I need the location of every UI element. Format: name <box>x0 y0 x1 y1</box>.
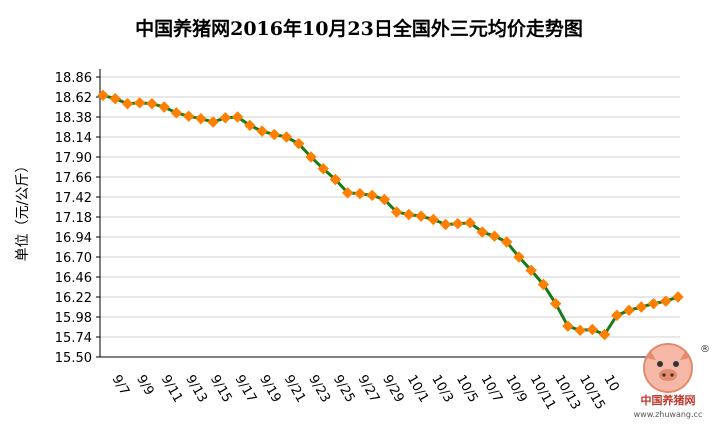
x-tick-label: 9/23 <box>305 373 333 406</box>
data-point <box>476 226 488 238</box>
data-point <box>231 111 244 123</box>
data-point <box>207 116 219 128</box>
data-point <box>293 137 305 150</box>
data-point <box>574 324 586 337</box>
data-point <box>109 92 121 105</box>
data-point <box>647 297 660 310</box>
data-point <box>158 101 170 113</box>
data-point <box>525 264 537 277</box>
data-point <box>366 189 378 202</box>
data-point <box>598 328 611 341</box>
data-point <box>537 278 550 291</box>
x-tick-label: 10/9 <box>502 373 530 406</box>
data-point <box>415 210 427 222</box>
data-point <box>635 301 648 313</box>
data-point <box>427 213 440 226</box>
registered-mark: ® <box>700 344 710 355</box>
y-tick-label: 15.50 <box>55 351 92 366</box>
x-tick-label: 9/21 <box>281 373 309 406</box>
y-tick-label: 17.66 <box>55 171 92 186</box>
y-tick-label: 16.94 <box>55 231 92 246</box>
data-point <box>182 110 195 122</box>
data-point <box>170 107 183 119</box>
x-tick-label: 10/5 <box>453 373 481 406</box>
y-tick-label: 18.86 <box>55 71 92 86</box>
data-point <box>133 97 146 109</box>
data-point <box>549 297 562 310</box>
y-tick-label: 18.14 <box>55 131 92 146</box>
data-point <box>513 251 525 263</box>
data-point <box>439 218 452 231</box>
data-point <box>268 128 280 141</box>
data-point <box>354 187 366 200</box>
x-tick-label: 9/27 <box>355 373 383 406</box>
data-point <box>672 291 684 303</box>
data-point <box>378 193 391 206</box>
data-point <box>219 112 232 124</box>
data-point <box>611 309 623 322</box>
y-tick-label: 18.38 <box>55 111 92 126</box>
data-point <box>244 119 256 132</box>
data-point <box>488 230 501 242</box>
data-point <box>501 236 513 248</box>
chart-title: 中国养猪网2016年10月23日全国外三元均价走势图 <box>135 18 583 40</box>
x-tick-label: 9/13 <box>182 373 210 406</box>
x-tick-label: 9/11 <box>158 373 186 406</box>
data-point <box>464 217 476 229</box>
x-tick-label: 9/25 <box>330 373 358 406</box>
watermark-logo: ® 中国养猪网 www.zhuwang.cc <box>618 340 718 425</box>
y-tick-label: 15.98 <box>55 311 92 326</box>
data-point <box>97 89 109 102</box>
data-point <box>329 173 342 186</box>
data-point <box>317 162 329 175</box>
x-tick-label: 9/17 <box>232 373 260 406</box>
data-point <box>452 217 464 230</box>
data-point <box>660 295 672 307</box>
x-tick-label: 9/29 <box>379 373 407 406</box>
x-tick-label: 10/1 <box>404 373 432 406</box>
data-point <box>121 97 134 110</box>
data-point <box>195 112 207 125</box>
data-point <box>586 323 599 336</box>
series-line <box>102 93 679 337</box>
data-point <box>280 131 293 143</box>
x-tick-label: 9/15 <box>207 373 235 406</box>
y-tick-label: 18.62 <box>55 91 92 106</box>
data-point <box>390 206 403 218</box>
x-tick-label: 10/7 <box>478 373 506 406</box>
data-point <box>305 151 317 163</box>
y-tick-label: 16.70 <box>55 251 92 266</box>
watermark-url: www.zhuwang.cc <box>633 410 703 419</box>
y-tick-label: 16.46 <box>55 271 92 286</box>
y-tick-label: 17.42 <box>55 191 92 206</box>
pig-logo-icon: ® <box>643 343 710 393</box>
y-tick-label: 16.22 <box>55 291 92 306</box>
data-point <box>146 97 158 110</box>
data-point <box>341 187 354 199</box>
x-tick-label: 10/3 <box>428 373 456 406</box>
y-tick-label: 17.18 <box>55 211 92 226</box>
y-tick-label: 17.90 <box>55 151 92 166</box>
x-tick-label: 9/9 <box>133 373 156 399</box>
data-point <box>256 125 268 137</box>
x-tick-label: 10 <box>601 373 622 395</box>
data-point <box>562 320 574 332</box>
x-tick-label: 9/19 <box>256 373 284 406</box>
data-point <box>403 208 415 221</box>
watermark-text: 中国养猪网 <box>640 394 696 407</box>
data-point <box>623 304 635 317</box>
y-tick-label: 15.74 <box>55 331 92 346</box>
x-tick-label: 9/7 <box>109 373 132 399</box>
